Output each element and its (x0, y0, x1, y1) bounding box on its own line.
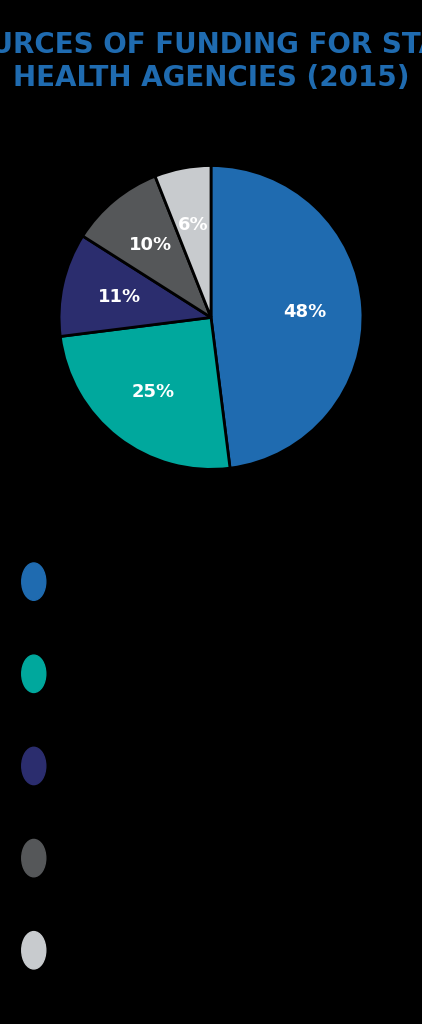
Wedge shape (211, 166, 363, 468)
Text: State General Funds: State General Funds (66, 665, 272, 683)
Text: Medicaid: Medicaid (66, 757, 156, 775)
Text: SOURCES OF FUNDING FOR STATE
HEALTH AGENCIES (2015): SOURCES OF FUNDING FOR STATE HEALTH AGEN… (0, 32, 422, 91)
Text: Federal Funds: Federal Funds (66, 572, 208, 591)
Ellipse shape (22, 563, 46, 600)
Ellipse shape (22, 840, 46, 877)
Wedge shape (60, 317, 230, 469)
Text: 48%: 48% (284, 302, 327, 321)
Text: 11%: 11% (97, 288, 141, 306)
Text: Other Funds: Other Funds (66, 941, 190, 959)
Ellipse shape (22, 748, 46, 784)
Wedge shape (155, 166, 211, 317)
Text: 10%: 10% (130, 236, 173, 254)
Ellipse shape (22, 655, 46, 692)
Ellipse shape (22, 932, 46, 969)
Wedge shape (83, 176, 211, 317)
Text: 25%: 25% (132, 383, 175, 400)
Text: Other State Funds: Other State Funds (66, 849, 251, 867)
Text: 6%: 6% (178, 216, 208, 233)
Wedge shape (59, 237, 211, 337)
